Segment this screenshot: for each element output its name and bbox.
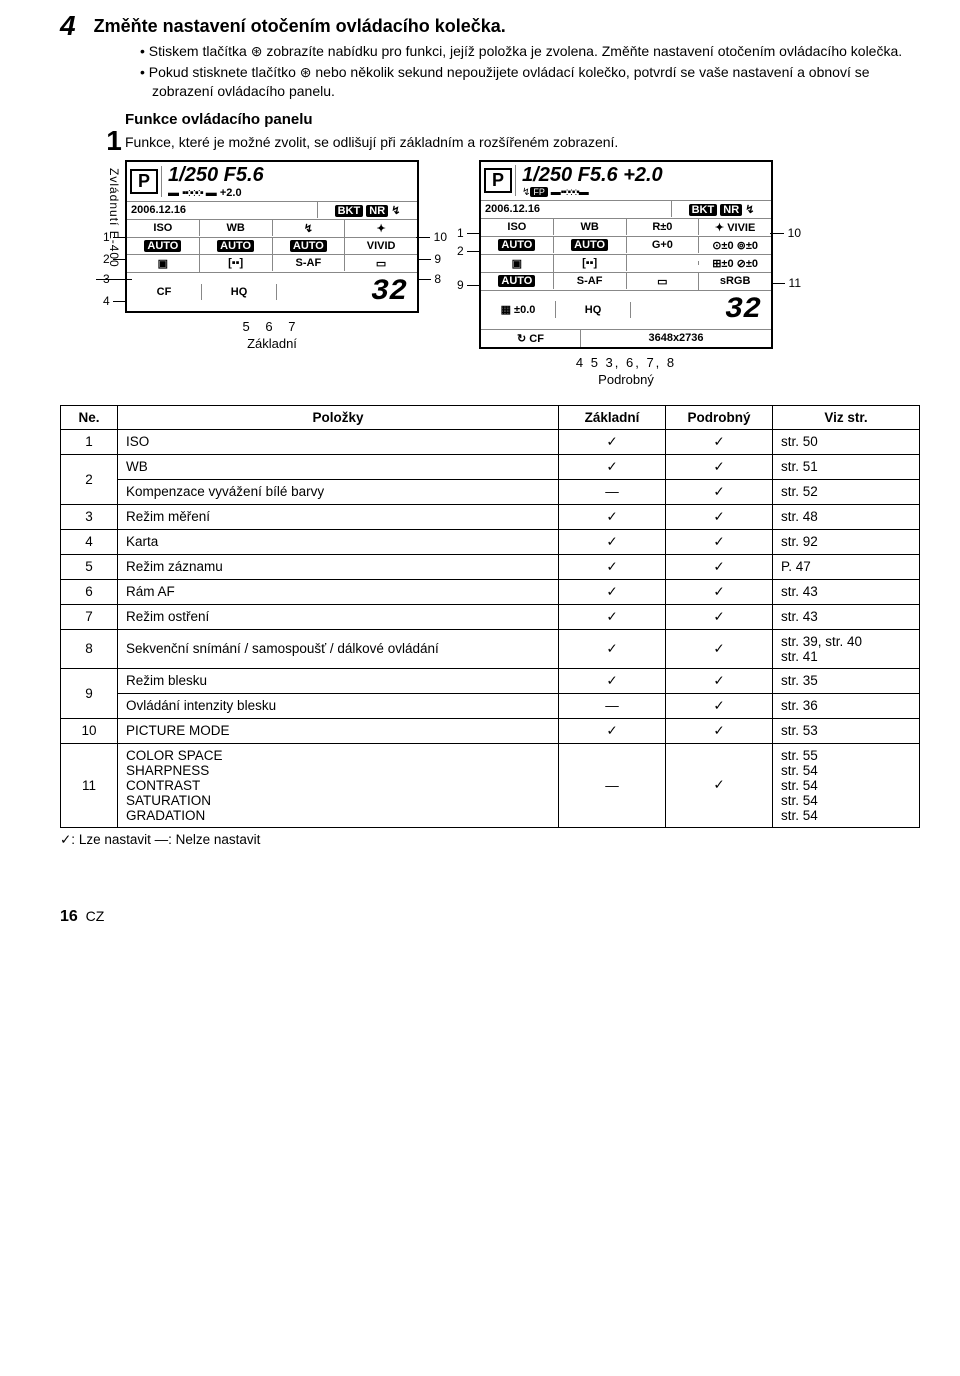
- lcd-basic: 1 2 3 4 10 9 8 P 1/250 F5.6 ▬ ▪▪:▪:▪:▪ ▬…: [125, 160, 419, 351]
- section-body: Funkce, které je možné zvolit, se odlišu…: [125, 134, 920, 150]
- th-item: Položky: [118, 405, 559, 429]
- detail-bottom-callouts: 4 5 3, 6, 7, 8: [479, 355, 773, 370]
- step-bullet-2: • Pokud stisknete tlačítko ⊛ nebo několi…: [140, 63, 920, 101]
- step-number: 4: [60, 10, 90, 42]
- feature-table: Ne. Položky Základní Podrobný Viz str. 1…: [60, 405, 920, 828]
- th-basic: Základní: [559, 405, 666, 429]
- page-footer: 16 CZ: [60, 908, 920, 926]
- step-bullet-1: • Stiskem tlačítka ⊛ zobrazíte nabídku p…: [140, 42, 920, 61]
- detail-caption: Podrobný: [479, 372, 773, 387]
- basic-caption: Základní: [125, 336, 419, 351]
- lcd-detail: 1 2 9 10 11 P 1/250 F5.6 +2.0 ↯FP ▬▪▪:▪:…: [479, 160, 773, 387]
- table-legend: ✓: Lze nastavit —: Nelze nastavit: [60, 832, 920, 848]
- section-heading: Funkce ovládacího panelu: [125, 111, 920, 128]
- basic-bottom-callouts: 5 6 7: [125, 319, 419, 334]
- step-title: Změňte nastavení otočením ovládacího kol…: [94, 16, 506, 37]
- th-no: Ne.: [61, 405, 118, 429]
- chapter-number: 1: [96, 125, 132, 157]
- th-page: Viz str.: [773, 405, 920, 429]
- th-detail: Podrobný: [666, 405, 773, 429]
